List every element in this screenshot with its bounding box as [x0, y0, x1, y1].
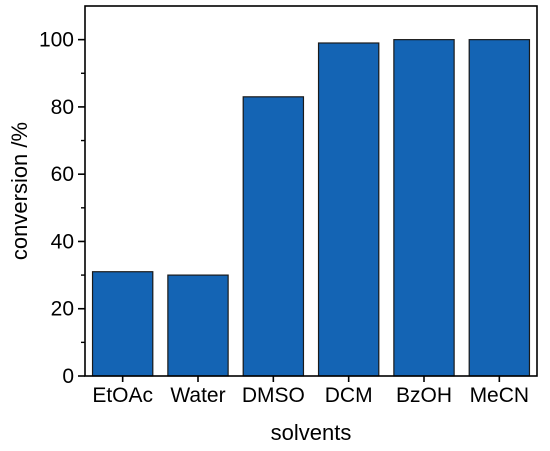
- bar-dcm: [317, 42, 380, 377]
- bar-bzoh: [393, 39, 455, 377]
- y-tick-label: 60: [51, 163, 74, 186]
- y-axis-title: conversion /%: [7, 122, 32, 260]
- y-axis-ticks: 0 20 40 60 80 100: [39, 29, 85, 388]
- y-tick-label: 80: [51, 96, 74, 119]
- bars-group: [91, 39, 531, 377]
- y-tick-label: 20: [51, 298, 74, 321]
- x-tick-label-mecn: MeCN: [470, 384, 530, 407]
- y-tick-label: 40: [51, 230, 74, 253]
- plot-frame: [84, 5, 538, 377]
- y-tick-label: 0: [62, 365, 74, 388]
- bar-water: [167, 274, 229, 377]
- x-tick-label-etoac: EtOAc: [92, 384, 153, 407]
- x-axis-title: solvents: [271, 420, 352, 445]
- bar-etoac: [91, 271, 154, 377]
- bar-mecn: [468, 39, 531, 377]
- x-axis-ticks: EtOAc Water DMSO DCM BzOH MeCN: [92, 376, 529, 407]
- bar-dmso: [242, 96, 305, 377]
- x-tick-label-dmso: DMSO: [242, 384, 305, 407]
- x-tick-label-dcm: DCM: [325, 384, 373, 407]
- y-tick-label: 100: [39, 29, 74, 52]
- x-tick-label-bzoh: BzOH: [396, 384, 452, 407]
- x-tick-label-water: Water: [170, 384, 225, 407]
